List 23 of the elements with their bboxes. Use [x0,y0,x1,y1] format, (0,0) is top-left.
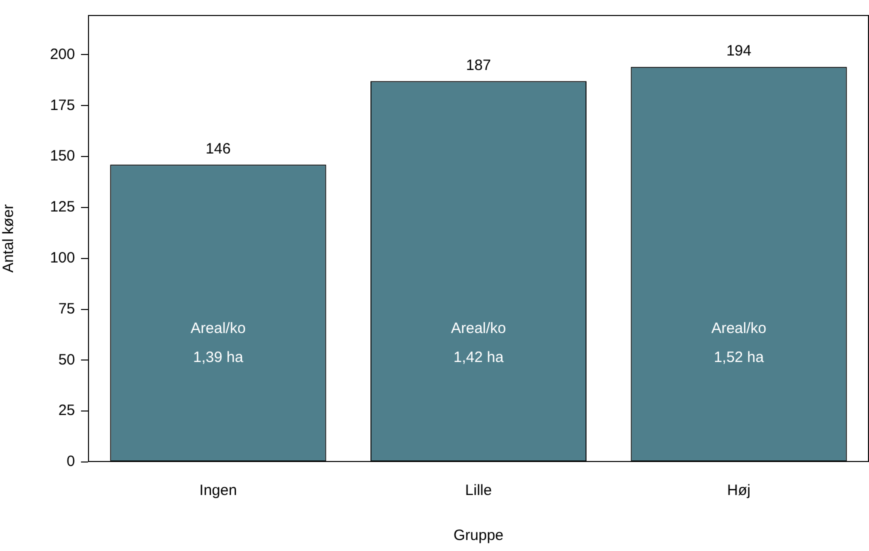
x-tick-label: Lille [465,482,492,500]
annotation: Areal/ko [450,320,506,338]
y-tick-label: 175 [50,96,75,114]
annotation: 1,52 ha [714,349,765,366]
x-tick-label: Ingen [199,482,237,500]
y-tick-label: 0 [66,453,75,470]
annotation: Areal/ko [190,320,246,338]
y-tick-label: 100 [50,249,75,266]
annotation: Areal/ko [711,320,766,338]
y-tick-label: 50 [58,351,75,368]
x-axis-title: Gruppe [453,527,504,544]
y-tick-label: 125 [50,198,75,216]
y-tick-label: 25 [58,402,75,420]
annotation: 1,39 ha [193,349,244,366]
data-label: 194 [726,42,752,60]
annotation: 1,42 ha [453,349,504,366]
y-tick-label: 75 [58,300,75,318]
x-tick-label: Høj [727,482,750,500]
data-label: 146 [206,140,231,158]
y-tick-label: 150 [50,148,75,165]
y-tick-label: 200 [50,46,75,63]
y-axis-title: Antal køer [0,204,18,273]
data-label: 187 [466,56,492,74]
